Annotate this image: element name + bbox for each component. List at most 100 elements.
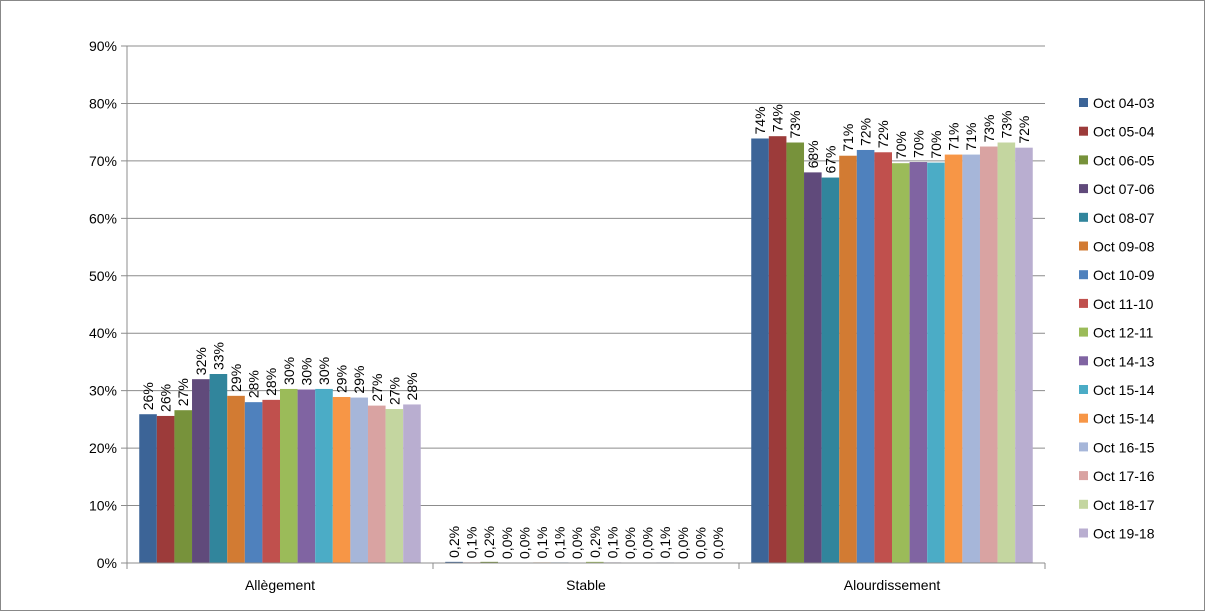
- legend-label: Oct 15-14: [1093, 382, 1155, 398]
- data-label: 26%: [158, 384, 174, 412]
- bar: [403, 404, 421, 563]
- data-label: 28%: [263, 368, 279, 396]
- data-label: 0,0%: [622, 527, 638, 559]
- data-label: 0,0%: [710, 527, 726, 559]
- bar: [367, 405, 386, 563]
- data-label: 27%: [175, 378, 191, 406]
- legend-swatch: [1079, 298, 1088, 308]
- legend-label: Oct 07-06: [1093, 181, 1155, 197]
- data-label: 0,1%: [534, 527, 550, 559]
- bar: [1015, 147, 1033, 563]
- legend-label: Oct 16-15: [1093, 439, 1155, 455]
- data-label: 70%: [893, 131, 909, 159]
- data-label: 28%: [246, 370, 262, 398]
- legend-label: Oct 18-17: [1093, 497, 1155, 513]
- data-label: 70%: [928, 131, 944, 159]
- data-label: 27%: [386, 377, 402, 405]
- bar: [804, 172, 822, 563]
- data-label: 32%: [193, 347, 209, 375]
- data-label: 0,0%: [499, 527, 515, 559]
- data-label: 71%: [946, 123, 962, 151]
- legend-swatch: [1079, 270, 1088, 280]
- bar: [350, 397, 368, 563]
- bar: [209, 374, 228, 563]
- data-label: 29%: [334, 365, 350, 393]
- data-label: 0,1%: [604, 527, 620, 559]
- data-label: 68%: [805, 140, 821, 168]
- bar: [139, 414, 157, 563]
- y-tick-label: 20%: [89, 440, 117, 456]
- legend-swatch: [1079, 528, 1088, 538]
- bar: [909, 162, 928, 563]
- data-label: 71%: [963, 123, 979, 151]
- bar: [997, 142, 1016, 564]
- data-label: 72%: [1016, 116, 1032, 144]
- bar: [480, 561, 499, 563]
- legend-label: Oct 12-11: [1093, 325, 1154, 341]
- x-tick-label: Stable: [566, 577, 606, 593]
- bar: [979, 146, 998, 563]
- data-label: 74%: [770, 104, 786, 132]
- bar: [927, 162, 945, 563]
- legend-swatch: [1079, 98, 1088, 107]
- data-label: 29%: [228, 364, 244, 392]
- y-tick-label: 90%: [89, 38, 117, 54]
- data-label: 74%: [752, 106, 768, 134]
- legend-swatch: [1079, 184, 1088, 194]
- legend-swatch: [1079, 471, 1088, 481]
- data-label: 30%: [298, 357, 314, 385]
- data-label: 30%: [281, 357, 297, 385]
- y-tick-label: 50%: [89, 268, 117, 284]
- data-label: 0,1%: [552, 527, 568, 559]
- legend-label: Oct 14-13: [1093, 353, 1155, 369]
- bar: [192, 379, 210, 563]
- bar: [280, 388, 298, 563]
- legend-label: Oct 08-07: [1093, 210, 1155, 226]
- data-label: 0,0%: [675, 527, 691, 559]
- legend-swatch: [1079, 155, 1088, 165]
- y-tick-label: 40%: [89, 325, 117, 341]
- bar: [445, 561, 463, 563]
- y-tick-label: 60%: [89, 210, 117, 226]
- data-label: 0,0%: [692, 527, 708, 559]
- bar: [751, 138, 769, 564]
- bar: [244, 402, 263, 563]
- bar: [874, 152, 892, 563]
- data-label: 29%: [351, 366, 367, 394]
- bar: [892, 163, 910, 564]
- bar: [856, 149, 875, 564]
- bar: [227, 395, 245, 563]
- legend-swatch: [1079, 413, 1088, 423]
- legend-label: Oct 06-05: [1093, 152, 1155, 168]
- data-label: 73%: [787, 110, 803, 138]
- data-label: 0,2%: [446, 526, 462, 558]
- y-tick-label: 70%: [89, 153, 117, 169]
- data-label: 0,2%: [587, 526, 603, 558]
- bar: [786, 142, 805, 564]
- data-label: 73%: [981, 114, 997, 142]
- legend-label: Oct 15-14: [1093, 411, 1155, 427]
- legend-swatch: [1079, 442, 1088, 452]
- data-label: 0,1%: [657, 527, 673, 559]
- legend-label: Oct 09-08: [1093, 239, 1155, 255]
- data-label: 26%: [140, 382, 156, 410]
- bar: [332, 396, 351, 563]
- legend-label: Oct 04-03: [1093, 95, 1155, 111]
- bar: [297, 389, 316, 563]
- data-label: 0,2%: [481, 526, 497, 558]
- bar: [821, 177, 840, 563]
- bar: [262, 399, 280, 563]
- data-label: 33%: [210, 342, 226, 370]
- data-label: 67%: [822, 146, 838, 174]
- data-label: 72%: [858, 118, 874, 146]
- legend-label: Oct 05-04: [1093, 124, 1155, 140]
- bar: [174, 410, 193, 563]
- data-label: 28%: [404, 372, 420, 400]
- bar: [156, 415, 175, 563]
- data-label: 73%: [998, 110, 1014, 138]
- data-label: 27%: [369, 374, 385, 402]
- legend-label: Oct 19-18: [1093, 526, 1155, 542]
- legend-swatch: [1079, 385, 1088, 394]
- legend-swatch: [1079, 126, 1088, 136]
